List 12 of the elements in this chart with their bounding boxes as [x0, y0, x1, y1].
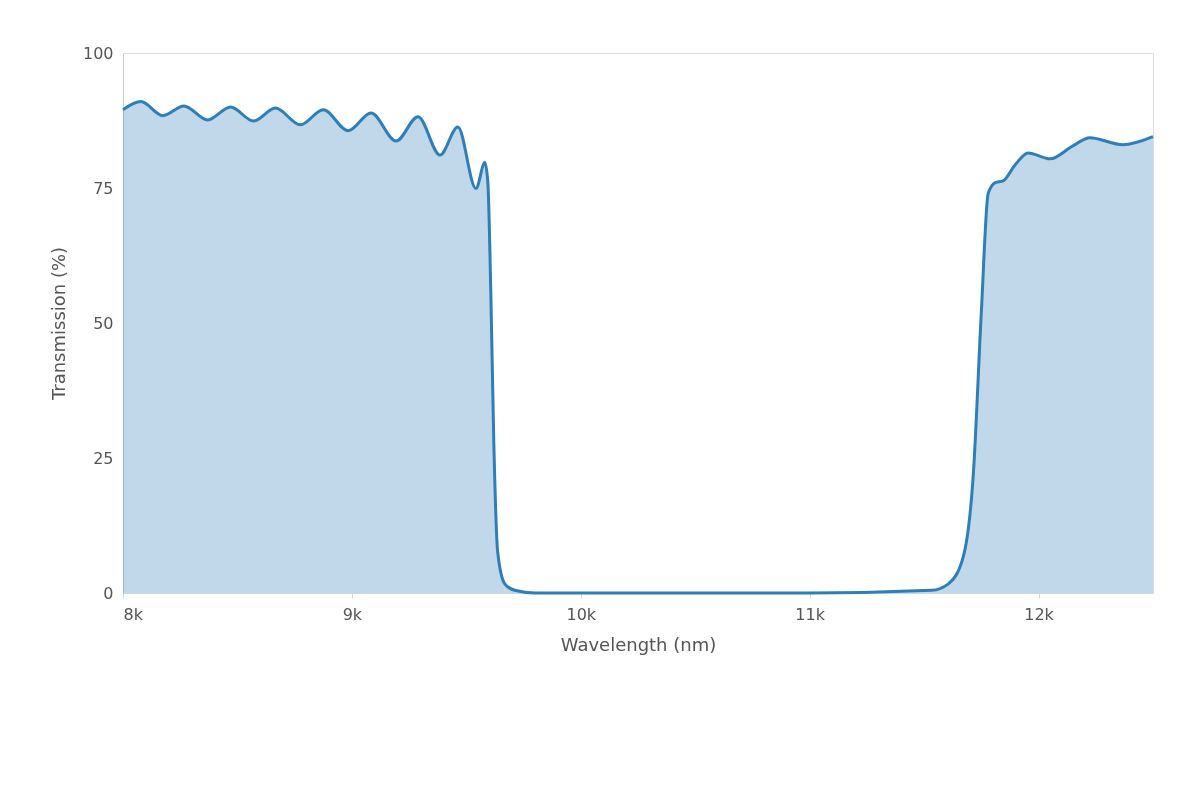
y-tick-label: 25 [93, 448, 114, 468]
y-axis-title: Transmission (%) [47, 246, 69, 402]
x-tick-label: 9k [342, 604, 363, 624]
x-tick-label: 11k [795, 604, 826, 624]
y-tick-label: 100 [82, 43, 114, 63]
y-tick-label: 75 [93, 178, 114, 198]
y-tick-label: 0 [103, 583, 114, 603]
x-tick-label: 8k [123, 604, 144, 624]
y-tick-label: 50 [93, 313, 114, 333]
x-axis-title: Wavelength (nm) [560, 633, 717, 655]
x-tick-label: 12k [1024, 604, 1055, 624]
x-tick-label: 10k [566, 604, 597, 624]
